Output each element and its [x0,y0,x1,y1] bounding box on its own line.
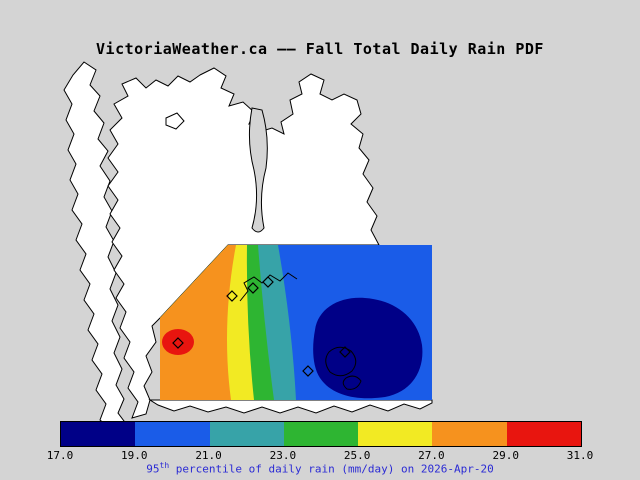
station-markers [172,276,351,377]
caption-stat-sup: th [159,461,170,470]
station-diamond-icon [262,276,274,288]
colorbar-tick-label: 29.0 [492,449,519,462]
colorbar-segment [283,422,359,446]
contour-band-17-19 [313,297,423,399]
colorbar-tick-label: 27.0 [418,449,445,462]
island-outline-2 [342,375,362,390]
station-diamond-icon [247,282,259,294]
colorbar-segment [432,422,507,446]
station-diamond-icon [226,290,238,302]
colorbar-tick-label: 31.0 [566,449,594,462]
rain-contour-field [160,245,432,400]
station-diamond-icon [302,365,314,377]
inlet-channel [248,107,268,233]
colorbar-segment [209,422,284,446]
colorbar [60,421,582,447]
colorbar-tick-label: 25.0 [343,449,371,462]
landmass-main [107,67,380,419]
caption-text: percentile of daily rain (mm/day) on 202… [169,462,494,476]
colorbar-tick-label: 21.0 [195,449,222,462]
colorbar-segment [61,422,136,446]
plot-title: VictoriaWeather.ca —— Fall Total Daily R… [96,40,544,58]
island-small [165,112,185,130]
colorbar-segment [135,422,210,446]
contour-band-29-31 [162,329,194,355]
colorbar-tick-label: 23.0 [269,449,297,462]
colorbar-ticks: 17.0 19.0 21.0 23.0 25.0 27.0 29.0 31.0 [47,449,594,462]
coastline-overlay-peninsula [239,272,298,302]
colorbar-caption: 95th percentile of daily rain (mm/day) o… [0,461,640,476]
colorbar-tick-label: 19.0 [121,449,148,462]
station-diamond-icon [172,337,184,349]
station-diamond-icon [339,346,351,358]
colorbar-segment [506,422,581,446]
colorbar-segment [358,422,433,446]
caption-stat-number: 95 [146,462,160,476]
landmass-bottom-strip [148,399,433,414]
colorbar-tick-label: 17.0 [46,449,74,462]
